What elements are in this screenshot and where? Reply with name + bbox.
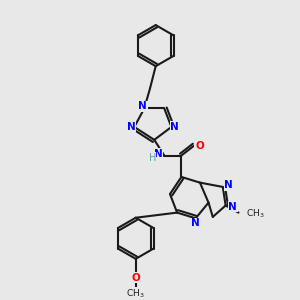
Text: H: H [148,152,156,163]
Text: CH$_3$: CH$_3$ [126,287,145,300]
Text: N: N [154,148,162,158]
Text: N: N [228,202,237,212]
Text: N: N [170,122,179,132]
Text: N: N [127,122,135,132]
Text: N: N [224,181,233,190]
Text: O: O [195,140,204,151]
Text: CH$_3$: CH$_3$ [247,208,265,220]
Text: N: N [139,101,147,111]
Text: N: N [191,218,200,229]
Text: O: O [131,273,140,283]
